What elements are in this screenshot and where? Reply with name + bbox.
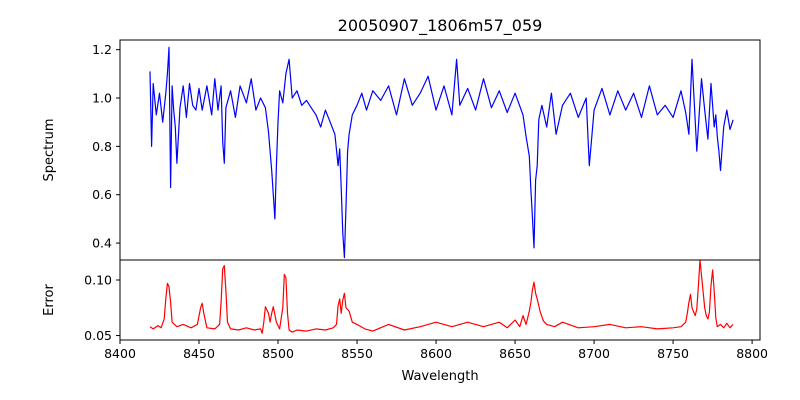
error-axes-frame: [119, 259, 761, 341]
spectrum-panel: 0.4 0.6 0.8 1.0 1.2 Spectrum: [42, 39, 761, 261]
x-tick-label: 8600: [420, 346, 452, 361]
spectrum-y-tick-label: 0.4: [92, 236, 112, 251]
spectrum-y-tick-label: 0.8: [92, 139, 112, 154]
spectrum-line-0: [149, 46, 734, 259]
x-tick-label: 8800: [736, 346, 768, 361]
error-y-axis-ticks: 0.05 0.10: [84, 273, 120, 343]
x-axis-ticks: 8400 8450 8500 8550 8600 8650 8700 8750 8800: [104, 340, 768, 361]
x-tick-label: 8450: [183, 346, 215, 361]
x-tick-label: 8500: [262, 346, 294, 361]
x-tick-label: 8650: [499, 346, 531, 361]
x-tick-label: 8700: [578, 346, 610, 361]
chart-title: 20050907_1806m57_059: [338, 16, 543, 36]
error-panel: 0.05 0.10 Error: [42, 259, 761, 343]
spectrum-y-axis-ticks: 0.4 0.6 0.8 1.0 1.2: [92, 42, 120, 251]
x-axis-label: Wavelength: [401, 369, 478, 384]
error-line-0: [149, 259, 734, 334]
x-tick-label: 8750: [657, 346, 689, 361]
spectrum-y-axis-label: Spectrum: [42, 119, 57, 182]
error-series: [149, 259, 734, 334]
spectrum-series: [149, 46, 734, 259]
error-y-tick-label: 0.05: [84, 328, 112, 343]
spectrum-y-tick-label: 0.6: [92, 187, 112, 202]
x-tick-label: 8550: [341, 346, 373, 361]
x-tick-label: 8400: [104, 346, 136, 361]
spectrum-y-tick-label: 1.2: [92, 42, 112, 57]
error-y-tick-label: 0.10: [84, 273, 112, 288]
error-y-axis-label: Error: [42, 284, 57, 316]
spectrum-y-tick-label: 1.0: [92, 91, 112, 106]
